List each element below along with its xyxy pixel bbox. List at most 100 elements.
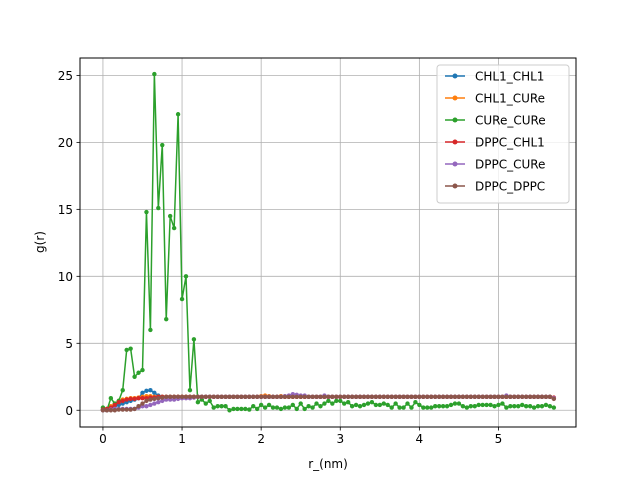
data-point-cure-cure: [397, 405, 402, 410]
data-point-dppc-dppc: [452, 394, 458, 400]
data-point-dppc-dppc: [547, 394, 553, 400]
data-point-cure-cure: [306, 404, 311, 409]
data-point-cure-cure: [310, 405, 315, 410]
y-tick-label: 25: [58, 69, 73, 83]
data-point-cure-cure: [243, 406, 248, 412]
data-point-dppc-dppc: [223, 394, 228, 400]
data-point-dppc-dppc: [369, 394, 375, 400]
data-point-dppc-dppc: [258, 394, 264, 400]
data-point-dppc-chl1: [116, 400, 121, 405]
data-point-dppc-dppc: [282, 394, 288, 400]
data-point-dppc-dppc: [322, 394, 327, 400]
data-point-dppc-dppc: [389, 394, 394, 400]
data-point-cure-cure: [152, 71, 157, 77]
legend-swatch-marker-chl1-cure: [452, 95, 458, 101]
data-point-dppc-dppc: [381, 394, 386, 400]
data-point-dppc-dppc: [235, 394, 240, 400]
data-point-dppc-dppc: [148, 397, 153, 402]
data-point-dppc-dppc: [116, 407, 121, 412]
data-point-dppc-dppc: [397, 394, 402, 400]
data-point-cure-cure: [266, 402, 272, 408]
data-point-dppc-dppc: [349, 394, 355, 400]
data-point-cure-cure: [429, 405, 434, 410]
data-point-cure-cure: [385, 402, 390, 408]
data-point-dppc-chl1: [128, 396, 133, 402]
axis-ticks: 0 1 2 3 4 5 0 5 10 15 20 25: [58, 69, 503, 446]
data-point-dppc-dppc: [286, 394, 292, 400]
data-point-cure-cure: [251, 404, 256, 409]
data-point-dppc-dppc: [342, 394, 347, 400]
data-point-cure-cure: [167, 213, 173, 219]
data-point-cure-cure: [523, 404, 529, 409]
data-point-dppc-chl1: [132, 396, 137, 402]
data-point-dppc-dppc: [219, 394, 224, 400]
legend-label-dppc-cure: DPPC_CURe: [475, 158, 545, 172]
data-point-dppc-dppc: [266, 394, 272, 400]
data-point-dppc-cure: [160, 398, 165, 404]
data-point-dppc-dppc: [215, 394, 220, 400]
data-point-dppc-dppc: [152, 396, 157, 402]
data-point-cure-cure: [436, 404, 442, 409]
data-point-dppc-dppc: [243, 394, 248, 400]
data-point-cure-cure: [535, 404, 541, 409]
data-point-dppc-cure: [144, 404, 149, 409]
data-point-cure-cure: [369, 400, 375, 405]
data-point-cure-cure: [460, 404, 466, 409]
data-point-dppc-dppc: [175, 394, 181, 400]
data-point-cure-cure: [128, 346, 133, 351]
data-point-dppc-dppc: [144, 398, 149, 404]
x-tick-label: 0: [99, 432, 107, 446]
legend-label-dppc-chl1: DPPC_CHL1: [475, 136, 545, 150]
data-point-cure-cure: [539, 404, 545, 409]
data-point-dppc-dppc: [262, 394, 268, 400]
data-point-dppc-dppc: [298, 394, 303, 400]
data-point-dppc-dppc: [199, 394, 205, 400]
data-point-cure-cure: [219, 404, 224, 409]
data-point-cure-cure: [543, 402, 549, 408]
data-point-dppc-dppc: [334, 394, 339, 400]
data-point-cure-cure: [484, 402, 489, 408]
data-point-dppc-dppc: [539, 394, 545, 400]
x-tick-label: 1: [178, 432, 186, 446]
data-point-dppc-dppc: [476, 394, 481, 400]
data-point-dppc-dppc: [255, 394, 260, 400]
y-tick-label: 5: [65, 337, 73, 351]
x-tick-label: 4: [416, 432, 424, 446]
data-point-cure-cure: [488, 402, 493, 408]
data-point-dppc-dppc: [468, 394, 473, 400]
data-point-cure-cure: [144, 209, 149, 215]
data-point-cure-cure: [302, 406, 307, 412]
data-point-cure-cure: [357, 404, 363, 409]
data-point-dppc-dppc: [429, 394, 434, 400]
data-point-dppc-dppc: [112, 408, 118, 413]
data-point-dppc-dppc: [361, 394, 367, 400]
data-point-cure-cure: [342, 401, 347, 406]
data-point-cure-cure: [476, 402, 481, 408]
data-point-dppc-dppc: [302, 394, 307, 400]
data-point-dppc-dppc: [164, 394, 169, 400]
data-point-dppc-dppc: [401, 394, 406, 400]
data-point-dppc-dppc: [440, 394, 446, 400]
data-point-cure-cure: [108, 396, 114, 401]
y-tick-label: 20: [58, 136, 73, 150]
data-point-cure-cure: [132, 374, 137, 379]
data-point-dppc-cure: [156, 400, 161, 405]
data-point-cure-cure: [258, 402, 264, 408]
data-point-dppc-dppc: [338, 394, 343, 400]
data-point-cure-cure: [160, 142, 165, 148]
data-point-dppc-dppc: [104, 408, 110, 413]
data-point-cure-cure: [286, 405, 292, 410]
data-point-cure-cure: [270, 405, 276, 410]
data-point-cure-cure: [353, 402, 359, 408]
data-point-cure-cure: [425, 405, 430, 410]
data-point-cure-cure: [421, 405, 426, 410]
data-point-dppc-dppc: [520, 394, 525, 400]
data-point-cure-cure: [171, 225, 177, 231]
data-point-dppc-dppc: [456, 394, 462, 400]
data-point-dppc-dppc: [167, 394, 173, 400]
data-point-dppc-cure: [148, 402, 153, 408]
data-point-dppc-chl1: [112, 402, 118, 408]
data-point-cure-cure: [361, 402, 367, 408]
data-point-dppc-dppc: [120, 407, 125, 412]
